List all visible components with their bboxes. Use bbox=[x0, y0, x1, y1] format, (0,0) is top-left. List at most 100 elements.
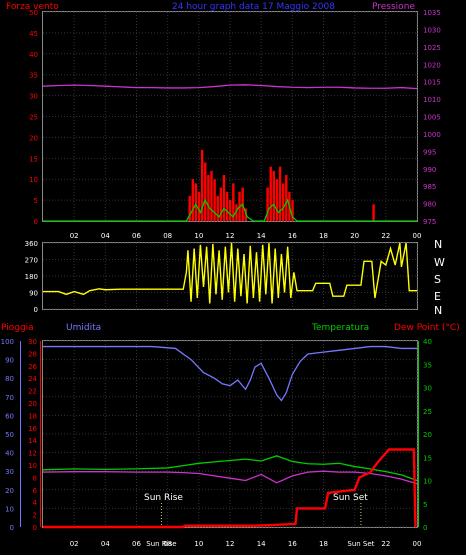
rain-axis-tick: 18 bbox=[28, 412, 37, 420]
pressure-axis-tick: 1000 bbox=[423, 131, 441, 139]
x-axis-tick: 12 bbox=[226, 540, 235, 548]
x-axis-tick: 14 bbox=[257, 232, 266, 240]
rain-axis-tick: 8 bbox=[33, 474, 37, 482]
rain-axis-tick: 16 bbox=[28, 425, 37, 433]
x-axis-tick: 16 bbox=[288, 540, 297, 548]
rain-line bbox=[43, 448, 417, 529]
temperature-axis-tick: 5 bbox=[423, 501, 427, 509]
wind-force-bar bbox=[272, 170, 276, 221]
temperature-axis-tick: 10 bbox=[423, 478, 432, 486]
x-axis-tick: 22 bbox=[381, 232, 390, 240]
pressure-axis-tick: 995 bbox=[423, 148, 436, 156]
wind-force-bar bbox=[285, 175, 288, 221]
x-axis-tick: 06 bbox=[132, 540, 141, 548]
x-axis-tick: 02 bbox=[70, 232, 79, 240]
wind-force-bar bbox=[219, 187, 223, 221]
wind-axis-tick: 40 bbox=[29, 51, 38, 59]
rain-axis-tick: 12 bbox=[28, 450, 37, 458]
rain-axis-tick: 14 bbox=[28, 437, 37, 445]
temperature-axis-tick: 40 bbox=[423, 338, 432, 346]
humidity-axis-tick: 80 bbox=[5, 375, 14, 383]
humidity-line bbox=[43, 345, 417, 402]
sun-rise-annotation: Sun Rise bbox=[144, 493, 183, 503]
humidity-axis-tick: 10 bbox=[5, 505, 14, 513]
temperature-axis-tick: 25 bbox=[423, 408, 432, 416]
humidity-axis-tick: 50 bbox=[5, 431, 14, 439]
x-axis-tick: 10 bbox=[194, 540, 203, 548]
pressure-axis-tick: 990 bbox=[423, 166, 436, 174]
rain-axis-tick: 22 bbox=[28, 388, 37, 396]
temperature-axis-tick: 30 bbox=[423, 385, 432, 393]
humidity-axis-tick: 30 bbox=[5, 468, 14, 476]
x-axis-tick: 00 bbox=[413, 540, 422, 548]
x-axis-tick: 22 bbox=[381, 540, 390, 548]
temperature-axis-tick: 0 bbox=[423, 524, 427, 532]
wind-force-bar bbox=[207, 175, 210, 221]
pressure-axis-tick: 1005 bbox=[423, 114, 441, 122]
humidity-axis-tick: 0 bbox=[10, 524, 14, 532]
compass-label: N bbox=[434, 238, 442, 251]
compass-label: N bbox=[434, 304, 442, 317]
rain-label: Pioggia bbox=[1, 323, 34, 333]
rain-axis-tick: 28 bbox=[28, 350, 37, 358]
wind-force-bar bbox=[197, 191, 201, 221]
wind-force-bar bbox=[225, 191, 229, 221]
wind-axis-tick: 20 bbox=[29, 134, 38, 142]
wind-axis-tick: 0 bbox=[34, 218, 38, 226]
rain-axis-tick: 30 bbox=[28, 338, 37, 346]
wind-force-bar bbox=[200, 149, 204, 221]
wind-force-bar bbox=[213, 179, 216, 221]
humidity-axis-tick: 20 bbox=[5, 487, 14, 495]
humidity-axis-tick: 100 bbox=[1, 338, 14, 346]
rain-axis-tick: 10 bbox=[28, 462, 37, 470]
temperature-axis-tick: 20 bbox=[423, 431, 432, 439]
wind-axis-tick: 50 bbox=[29, 9, 38, 17]
pressure-axis-tick: 1035 bbox=[423, 9, 441, 17]
compass-label: W bbox=[434, 256, 445, 269]
x-axis-tick: 04 bbox=[101, 540, 110, 548]
pressure-axis-tick: 975 bbox=[423, 218, 436, 226]
direction-axis-tick: 270 bbox=[25, 257, 38, 265]
wind-axis-tick: 45 bbox=[29, 30, 38, 38]
x-axis-tick: Sun Rise bbox=[146, 540, 176, 548]
rain-axis-tick: 2 bbox=[33, 512, 37, 520]
pressure-axis-tick: 1030 bbox=[423, 26, 441, 34]
wind-force-bar bbox=[266, 187, 269, 221]
temperature-axis-tick: 15 bbox=[423, 454, 432, 462]
temperature-axis-tick: 35 bbox=[423, 361, 432, 369]
wind-force-bar bbox=[291, 200, 294, 221]
x-axis-tick: 20 bbox=[350, 232, 359, 240]
x-axis-tick: 16 bbox=[288, 232, 297, 240]
humidity-axis-tick: 70 bbox=[5, 394, 14, 402]
pressure-line bbox=[42, 84, 418, 90]
wind-force-bar bbox=[222, 175, 226, 221]
dew-point-line bbox=[42, 470, 418, 485]
wind-force-bar bbox=[229, 200, 232, 221]
direction-axis-tick: 180 bbox=[25, 273, 38, 281]
wind-axis-tick: 5 bbox=[34, 197, 38, 205]
wind-force-bar bbox=[275, 179, 279, 221]
compass-label: E bbox=[434, 290, 441, 303]
wind-axis-tick: 25 bbox=[29, 114, 38, 122]
sun-set-annotation: Sun Set bbox=[333, 493, 368, 503]
wind-axis-tick: 30 bbox=[29, 93, 38, 101]
wind-axis-tick: 10 bbox=[29, 176, 38, 184]
dew-point-label: Dew Point (°C) bbox=[394, 323, 460, 333]
wind-force-bar bbox=[232, 183, 235, 221]
x-axis-tick: 14 bbox=[257, 540, 266, 548]
pressure-axis-tick: 1020 bbox=[423, 61, 441, 69]
rain-axis-tick: 26 bbox=[28, 363, 37, 371]
wind-force-bar bbox=[269, 166, 272, 221]
x-axis-tick: 04 bbox=[101, 232, 110, 240]
x-axis-tick: 00 bbox=[413, 232, 422, 240]
wind-force-bar bbox=[372, 204, 375, 221]
humidity-axis-tick: 40 bbox=[5, 450, 14, 458]
gust-line bbox=[43, 198, 417, 222]
x-axis-tick: 08 bbox=[163, 232, 172, 240]
direction-axis-tick: 90 bbox=[29, 290, 38, 298]
wind-force-bar bbox=[216, 195, 219, 221]
wind-axis-tick: 35 bbox=[29, 72, 38, 80]
x-axis-tick: 12 bbox=[226, 232, 235, 240]
wind-force-bar bbox=[210, 170, 213, 221]
